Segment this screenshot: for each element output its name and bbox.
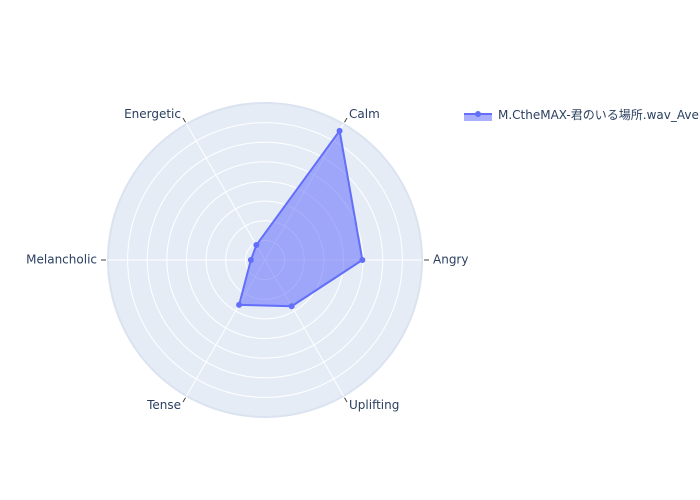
axis-label: Calm	[349, 107, 380, 121]
data-point[interactable]	[253, 242, 260, 249]
axis-tick	[344, 397, 348, 403]
data-point[interactable]	[336, 127, 343, 134]
legend-label: M.CtheMAX-君のいる場所.wav_Average	[498, 108, 700, 122]
axis-tick	[344, 117, 348, 123]
data-layer	[236, 127, 366, 310]
data-point[interactable]	[247, 257, 254, 263]
data-point[interactable]	[359, 257, 366, 263]
axis-label: Energetic	[124, 107, 181, 121]
axis-tick	[182, 397, 186, 403]
data-point[interactable]	[288, 303, 295, 310]
axis-label: Tense	[146, 398, 181, 412]
radial-gridline	[186, 123, 266, 261]
axis-label: Melancholic	[26, 253, 97, 267]
axis-labels: Angry Calm Energetic Melancholic Tense Uplift…	[26, 107, 468, 412]
legend-marker	[475, 111, 481, 117]
axis-label: Angry	[433, 253, 468, 267]
axis-label: Uplifting	[349, 398, 399, 412]
axis-tick	[182, 117, 186, 123]
legend[interactable]: M.CtheMAX-君のいる場所.wav_Average	[464, 108, 700, 122]
data-point[interactable]	[236, 301, 243, 308]
